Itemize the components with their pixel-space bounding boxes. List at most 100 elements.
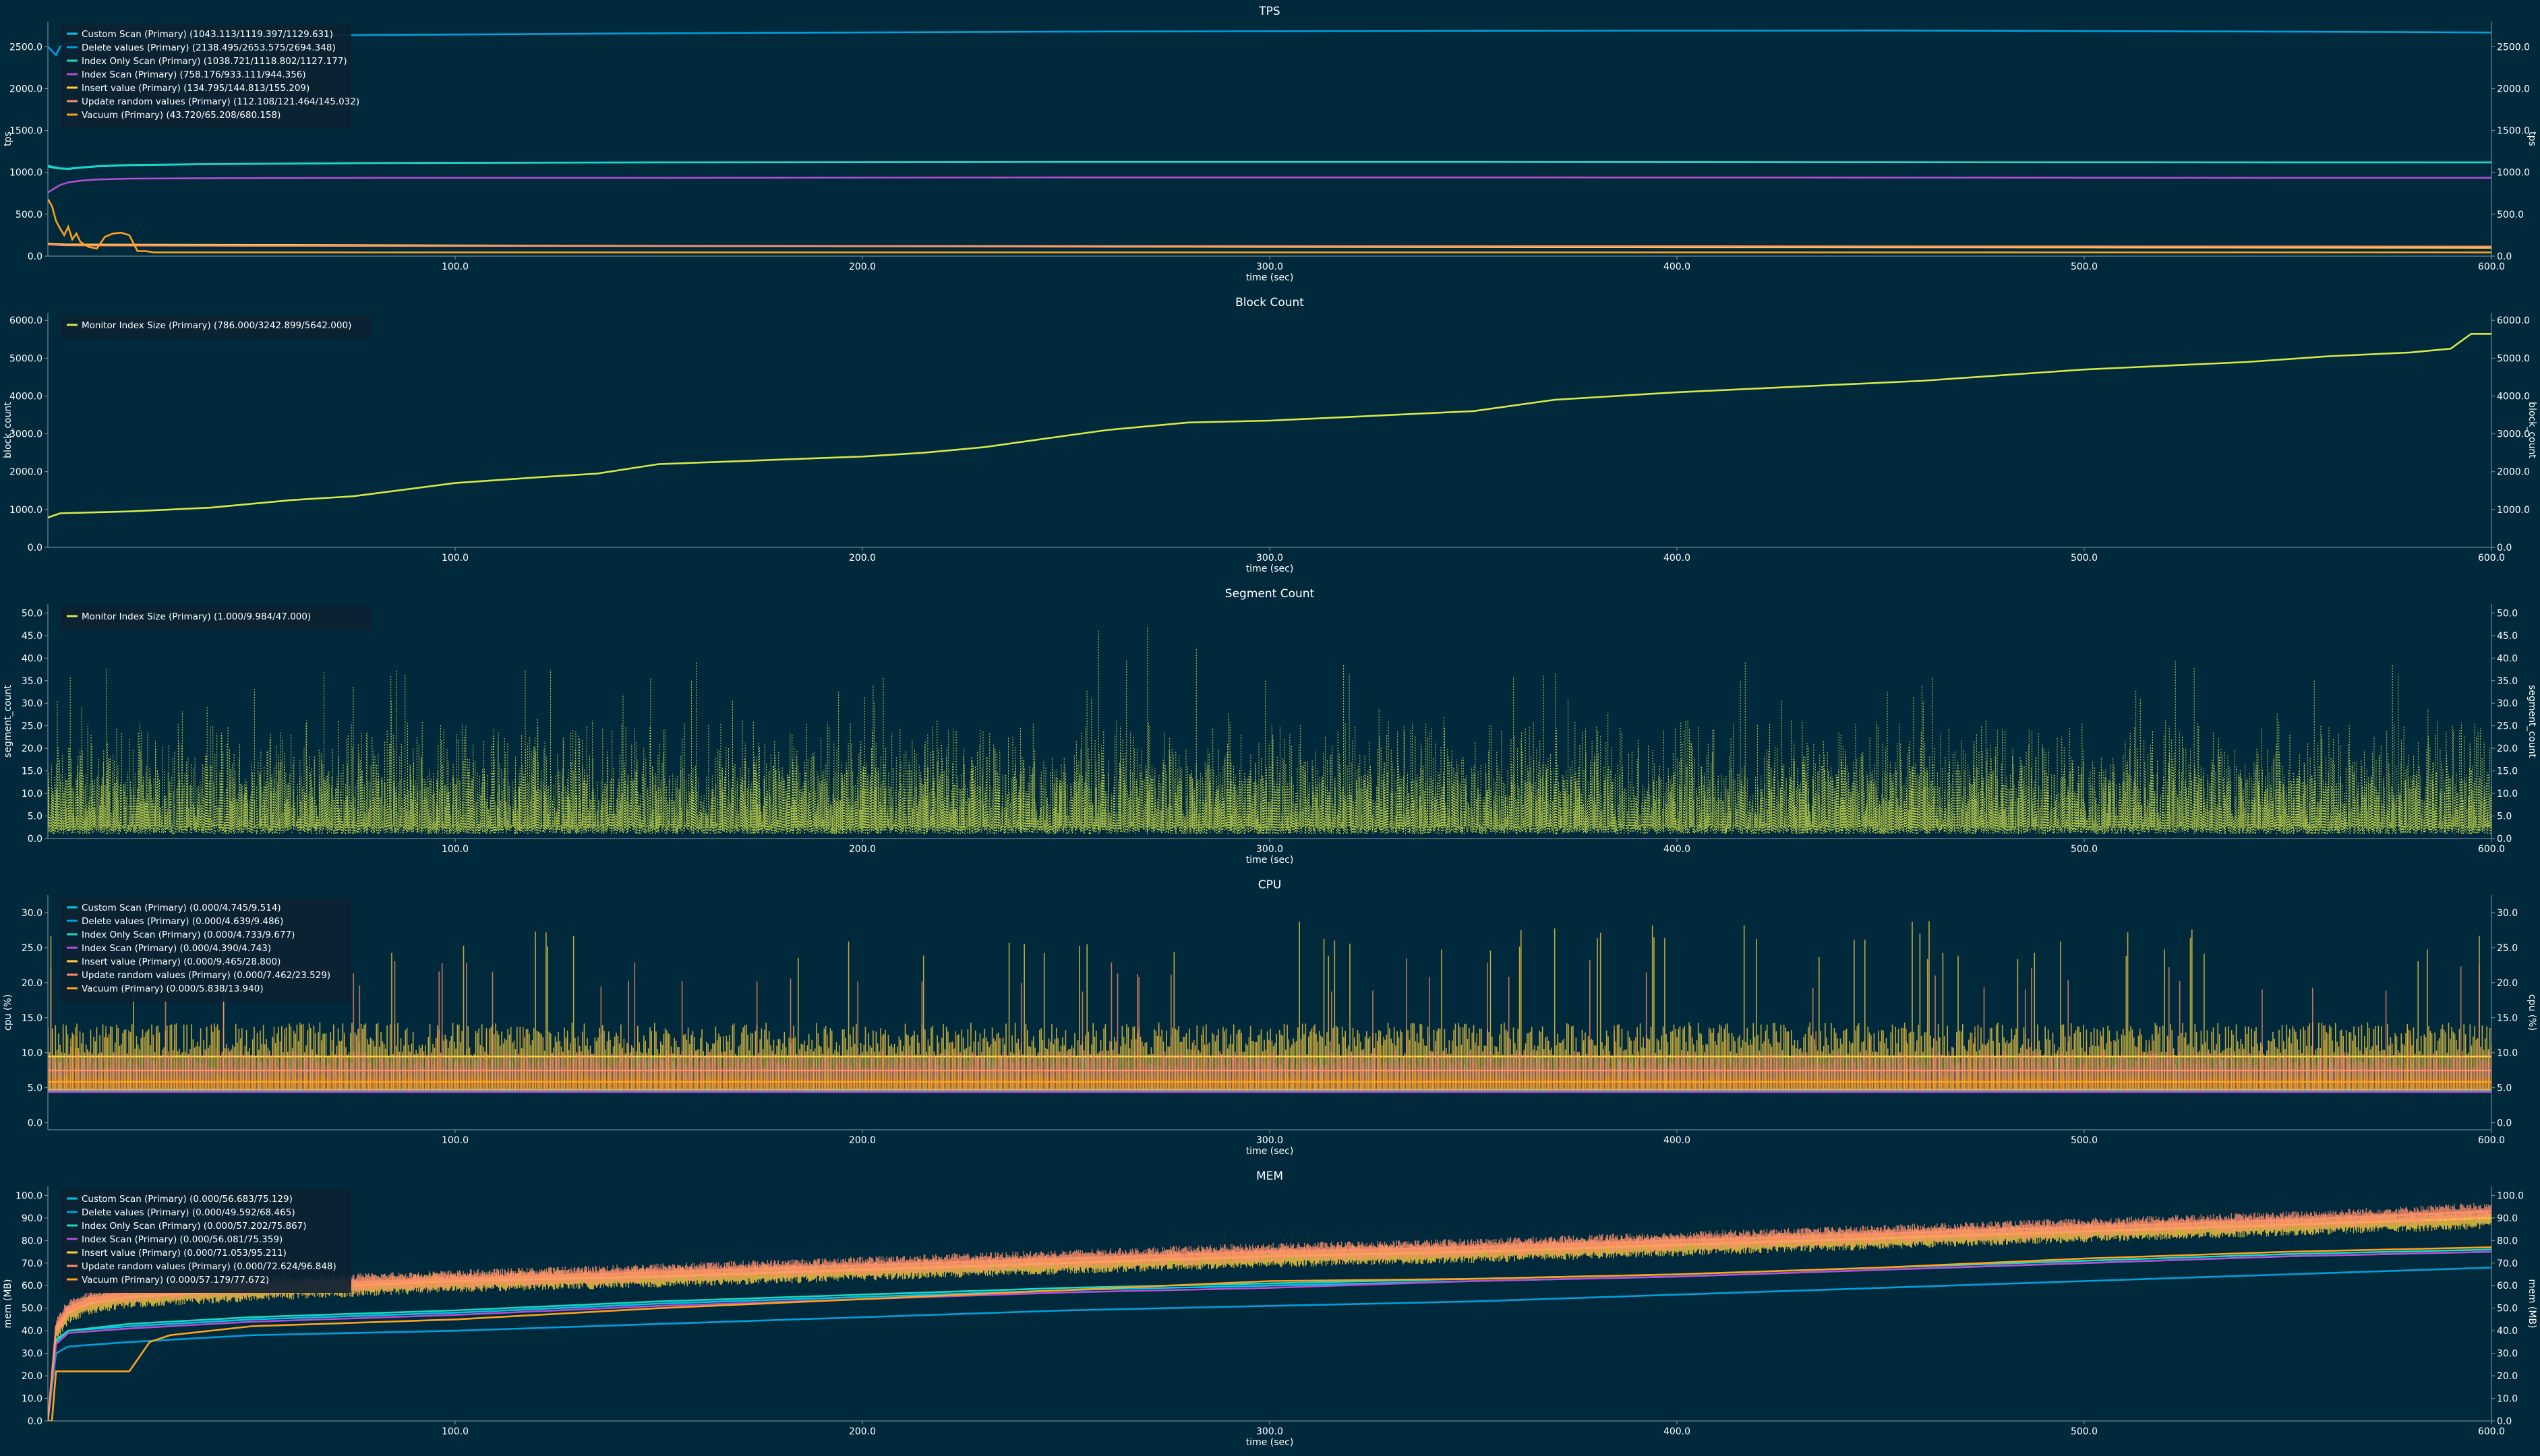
legend-entry: Index Scan (Primary) (0.000/4.390/4.743) bbox=[82, 943, 271, 954]
y-tick-label-right: 15.0 bbox=[2497, 766, 2518, 777]
chart-title: Segment Count bbox=[1225, 587, 1315, 601]
chart-0: TPS 100.0 200.0 300.0 400.0 500.0 600.0 time (s… bbox=[3, 5, 2537, 283]
y-tick-label-right: 70.0 bbox=[2497, 1258, 2518, 1269]
x-tick-label: 400.0 bbox=[1663, 1426, 1690, 1437]
plot-area bbox=[48, 626, 2491, 835]
y-tick-label-left: 20.0 bbox=[22, 1371, 42, 1382]
x-tick-label: 400.0 bbox=[1663, 553, 1690, 564]
legend-entry: Custom Scan (Primary) (0.000/4.745/9.514… bbox=[82, 903, 281, 913]
y-tick-label-right: 30.0 bbox=[2497, 698, 2518, 709]
y-tick-label-left: 10.0 bbox=[22, 789, 42, 799]
y-tick-label-right: 0.0 bbox=[2497, 1118, 2512, 1129]
y-tick-label-right: 6000.0 bbox=[2497, 315, 2530, 326]
legend-entry: Monitor Index Size (Primary) (1.000/9.98… bbox=[82, 611, 311, 622]
y-axis-label-right: tps bbox=[2527, 131, 2537, 146]
series-line-1 bbox=[48, 1267, 2491, 1421]
plot-area bbox=[48, 333, 2491, 519]
x-tick-label: 100.0 bbox=[442, 844, 469, 855]
y-tick-label-right: 0.0 bbox=[2497, 1416, 2512, 1427]
series-line-3 bbox=[48, 176, 2491, 193]
chart-title: CPU bbox=[1258, 878, 1282, 892]
legend-entry: Update random values (Primary) (0.000/72… bbox=[82, 1261, 336, 1272]
legend-entry: Update random values (Primary) (112.108/… bbox=[82, 96, 359, 107]
chart-1: Block Count 100.0 200.0 300.0 400.0 500.0 600.… bbox=[3, 296, 2537, 574]
y-tick-label-left: 25.0 bbox=[22, 721, 42, 732]
series-jitter-4-4 bbox=[56, 1209, 2491, 1338]
y-tick-label-left: 0.0 bbox=[28, 251, 42, 262]
y-tick-label-right: 0.0 bbox=[2497, 251, 2512, 262]
y-tick-label-left: 10.0 bbox=[22, 1048, 42, 1059]
y-tick-label-left: 3000.0 bbox=[9, 429, 42, 440]
legend-entry: Custom Scan (Primary) (0.000/56.683/75.1… bbox=[82, 1194, 293, 1205]
y-tick-label-right: 15.0 bbox=[2497, 1013, 2518, 1024]
legend-entry: Insert value (Primary) (134.795/144.813/… bbox=[82, 83, 309, 94]
x-tick-label: 600.0 bbox=[2478, 1135, 2505, 1146]
y-tick-label-left: 4000.0 bbox=[9, 391, 42, 402]
y-axis-label-right: cpu (%) bbox=[2527, 994, 2537, 1031]
legend-entry: Delete values (Primary) (0.000/4.639/9.4… bbox=[82, 916, 283, 927]
x-tick-label: 600.0 bbox=[2478, 1426, 2505, 1437]
x-tick-label: 300.0 bbox=[1256, 262, 1283, 272]
y-tick-label-left: 0.0 bbox=[28, 834, 42, 845]
y-tick-label-left: 15.0 bbox=[22, 1013, 42, 1024]
chart-3: CPU 100.0 200.0 300.0 400.0 500.0 600.0 time (s… bbox=[3, 878, 2537, 1157]
x-tick-label: 500.0 bbox=[2071, 1426, 2098, 1437]
y-tick-label-right: 45.0 bbox=[2497, 631, 2518, 642]
y-tick-label-left: 90.0 bbox=[22, 1213, 42, 1224]
y-tick-label-left: 25.0 bbox=[22, 943, 42, 954]
y-tick-label-left: 80.0 bbox=[22, 1236, 42, 1246]
legend-box bbox=[61, 315, 372, 338]
x-axis-label: time (sec) bbox=[1246, 1146, 1294, 1157]
x-tick-label: 100.0 bbox=[442, 1426, 469, 1437]
y-axis-label-right: segment_count bbox=[2527, 685, 2537, 758]
legend-entry: Delete values (Primary) (2138.495/2653.5… bbox=[82, 42, 336, 53]
y-tick-label-right: 80.0 bbox=[2497, 1236, 2518, 1246]
y-tick-label-left: 50.0 bbox=[22, 608, 42, 619]
series-line-5 bbox=[48, 243, 2491, 248]
y-tick-label-left: 10.0 bbox=[22, 1394, 42, 1405]
y-tick-label-right: 20.0 bbox=[2497, 978, 2518, 989]
y-tick-label-right: 25.0 bbox=[2497, 943, 2518, 954]
y-tick-label-right: 5.0 bbox=[2497, 812, 2512, 822]
y-tick-label-right: 35.0 bbox=[2497, 676, 2518, 687]
x-tick-label: 200.0 bbox=[849, 262, 876, 272]
y-tick-label-right: 10.0 bbox=[2497, 1394, 2518, 1405]
y-tick-label-left: 30.0 bbox=[22, 698, 42, 709]
y-tick-label-right: 50.0 bbox=[2497, 1304, 2518, 1314]
y-axis-label-left: mem (MB) bbox=[3, 1279, 13, 1329]
legend-box bbox=[61, 898, 351, 1002]
x-tick-label: 200.0 bbox=[849, 1135, 876, 1146]
y-tick-label-right: 20.0 bbox=[2497, 1371, 2518, 1382]
x-tick-label: 200.0 bbox=[849, 553, 876, 564]
y-axis-label-left: cpu (%) bbox=[3, 994, 13, 1031]
y-tick-label-left: 1000.0 bbox=[9, 168, 42, 179]
x-tick-label: 300.0 bbox=[1256, 1135, 1283, 1146]
series-line-2 bbox=[48, 161, 2491, 171]
legend-entry: Vacuum (Primary) (0.000/57.179/77.672) bbox=[82, 1275, 269, 1285]
y-tick-label-left: 500.0 bbox=[16, 210, 42, 220]
y-axis-label-left: block_count bbox=[3, 402, 13, 458]
plot-area bbox=[48, 921, 2491, 1093]
y-tick-label-left: 30.0 bbox=[22, 1349, 42, 1360]
y-tick-label-left: 0.0 bbox=[28, 1416, 42, 1427]
y-axis-label-left: tps bbox=[3, 131, 13, 146]
y-tick-label-right: 40.0 bbox=[2497, 1326, 2518, 1337]
x-tick-label: 300.0 bbox=[1256, 553, 1283, 564]
legend-entry: Vacuum (Primary) (43.720/65.208/680.158) bbox=[82, 110, 280, 121]
x-tick-label: 400.0 bbox=[1663, 262, 1690, 272]
x-tick-label: 500.0 bbox=[2071, 844, 2098, 855]
y-tick-label-left: 45.0 bbox=[22, 631, 42, 642]
y-tick-label-right: 30.0 bbox=[2497, 1349, 2518, 1360]
y-tick-label-right: 10.0 bbox=[2497, 1048, 2518, 1059]
series-noise-2-0 bbox=[48, 626, 2491, 835]
x-tick-label: 300.0 bbox=[1256, 1426, 1283, 1437]
chart-title: MEM bbox=[1256, 1170, 1283, 1183]
legend-entry: Vacuum (Primary) (0.000/5.838/13.940) bbox=[82, 983, 264, 994]
y-tick-label-left: 40.0 bbox=[22, 653, 42, 664]
y-axis-label-right: mem (MB) bbox=[2527, 1279, 2537, 1329]
legend-entry: Index Only Scan (Primary) (1038.721/1118… bbox=[82, 56, 347, 67]
y-tick-label-left: 30.0 bbox=[22, 908, 42, 919]
y-tick-label-right: 4000.0 bbox=[2497, 391, 2530, 402]
y-tick-label-right: 30.0 bbox=[2497, 908, 2518, 919]
y-tick-label-left: 50.0 bbox=[22, 1304, 42, 1314]
